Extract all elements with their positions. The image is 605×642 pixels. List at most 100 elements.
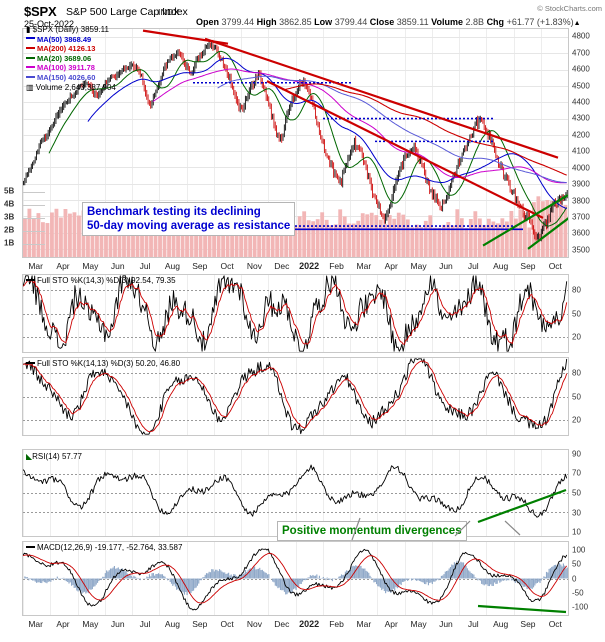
x-axis-label-aug: Aug [164,619,180,629]
y-tick-4100: 4100 [572,146,590,156]
x-axis-label-feb: Feb [329,261,344,271]
macd-swatch [26,545,35,548]
y-tick-4300: 4300 [572,113,590,123]
volume-value: 2.8B [465,17,485,27]
low-label: Low [314,17,333,27]
y-tick-3500: 3500 [572,245,590,255]
annotation-benchmark-line1: Benchmark testing its declining [87,206,261,218]
legend-ma-row-2: MA(20) 3689.06 [26,54,116,64]
full-stochastic-fast-panel [22,274,569,353]
sto-fast-legend-label: Full STO %K(14,3) %D(3) 92.54, 79.35 [37,276,176,285]
y-tick-3700: 3700 [572,212,590,222]
y-tick-4400: 4400 [572,97,590,107]
x-axis-bottom: Mar Apr May Jun Jul Aug Sep Oct Nov Dec 2022 Feb Mar… [22,617,569,631]
volume-y-tick-3B: 3B [4,212,15,222]
x-axis-label-oct: Oct [548,261,562,271]
x-axis-label-sep: Sep [520,619,536,629]
legend-ma-swatch-4 [26,75,35,78]
macd-panel [22,541,569,616]
legend-ma-swatch-2 [26,56,35,59]
x-axis-label-2022: 2022 [299,261,320,271]
volume-y-tick-4B: 4B [4,199,15,209]
x-axis-label-jun: Jun [110,261,125,271]
y-tick-4200: 4200 [572,130,590,140]
x-axis-label-dec: Dec [274,619,290,629]
high-value: 3862.85 [279,17,312,27]
exchange-label: INDX [158,7,180,17]
close-label: Close [369,17,395,27]
legend-volume-row: ▥ Volume 2,643,387,904 [26,83,116,93]
annotation-divergence: Positive momentum divergences [277,521,467,541]
rsi-legend-label: RSI(14) 57.77 [32,452,82,461]
x-axis-label-jul: Jul [139,261,151,271]
price-panel [22,28,569,258]
index-name: S&P 500 Large Cap Index [66,6,188,18]
quote-bar: Open 3799.44 High 3862.85 Low 3799.44 Cl… [196,17,581,27]
legend-price-row: ▮ $SPX (Daily) 3859.11 [26,25,116,35]
y-tick-80: 80 [572,368,581,378]
legend-ma-label-4: MA(150) 4026.60 [37,72,96,82]
price-legend: ▮ $SPX (Daily) 3859.11 MA(50) 3868.49 MA(… [26,25,116,92]
x-axis-top: Mar Apr May Jun Jul Aug Sep Oct Nov Dec 2022 Feb Mar… [22,259,569,273]
x-axis-label-apr: Apr [56,261,70,271]
volume-y-tick-2B: 2B [4,225,15,235]
high-label: High [256,17,277,27]
y-tick-3900: 3900 [572,179,590,189]
x-axis-label-jun: Jun [110,619,125,629]
y-tick-4000: 4000 [572,163,590,173]
sto-fast-legend: Full STO %K(14,3) %D(3) 92.54, 79.35 [26,276,176,286]
y-tick-4600: 4600 [572,64,590,74]
macd-legend: MACD(12,26,9) -19.177, -52.764, 33.587 [26,543,182,553]
y-tick-50: 50 [572,559,581,569]
x-axis-label-apr: Apr [56,619,70,629]
y-tick-90: 90 [572,449,581,459]
y-tick-30: 30 [572,508,581,518]
volume-icon: ▥ [26,82,34,92]
legend-ma-swatch-1 [26,47,35,50]
y-tick--50: -50 [572,588,584,598]
y-tick-3800: 3800 [572,196,590,205]
legend-ma-label-2: MA(20) 3689.06 [37,53,92,63]
x-axis-label-dec: Dec [274,261,290,271]
y-tick-10: 10 [572,527,581,537]
y-tick-3600: 3600 [572,228,590,238]
x-axis-label-feb: Feb [329,619,344,629]
legend-ma-row-0: MA(50) 3868.49 [26,35,116,45]
x-axis-label-nov: Nov [246,619,263,629]
chg-label: Chg [486,17,505,27]
y-tick-50: 50 [572,488,581,498]
x-axis-label-may: May [410,619,427,629]
sto-fast-k-swatch [26,278,35,281]
ticker-symbol: $SPX [24,4,57,19]
legend-ma-row-1: MA(200) 4126.13 [26,44,116,54]
legend-ma-swatch-0 [26,37,35,40]
legend-ma-row-4: MA(150) 4026.60 [26,73,116,83]
x-axis-label-jul: Jul [467,261,479,271]
sto-slow-k-swatch [26,361,35,364]
open-value: 3799.44 [221,17,255,27]
y-tick-20: 20 [572,332,581,342]
y-tick-4700: 4700 [572,48,590,58]
legend-ma-label-1: MA(200) 4126.13 [37,44,96,54]
low-value: 3799.44 [334,17,368,27]
y-tick-4800: 4800 [572,31,590,41]
x-axis-label-aug: Aug [164,261,180,271]
sto-slow-legend-label: Full STO %K(14,13) %D(3) 50.20, 46.80 [37,359,181,368]
legend-ma-swatch-3 [26,66,35,69]
x-axis-label-nov: Nov [246,261,263,271]
chg-value: +61.77 (+1.83%) [506,17,574,27]
y-tick-50: 50 [572,309,581,318]
chg-up-arrow: ▲ [573,20,581,27]
x-axis-label-mar: Mar [28,261,43,271]
x-axis-label-aug: Aug [493,261,509,271]
x-axis-label-aug: Aug [493,619,509,629]
y-tick--100: -100 [572,602,589,612]
annotation-benchmark-line2: 50-day moving average as resistance [87,220,291,232]
x-axis-label-apr: Apr [384,619,398,629]
x-axis-label-mar: Mar [356,619,372,629]
x-axis-label-jul: Jul [467,619,479,629]
legend-volume-label: Volume 2,643,387,904 [35,82,116,92]
y-tick-80: 80 [572,285,581,295]
y-tick-100: 100 [572,545,586,555]
x-axis-label-may: May [82,619,99,629]
